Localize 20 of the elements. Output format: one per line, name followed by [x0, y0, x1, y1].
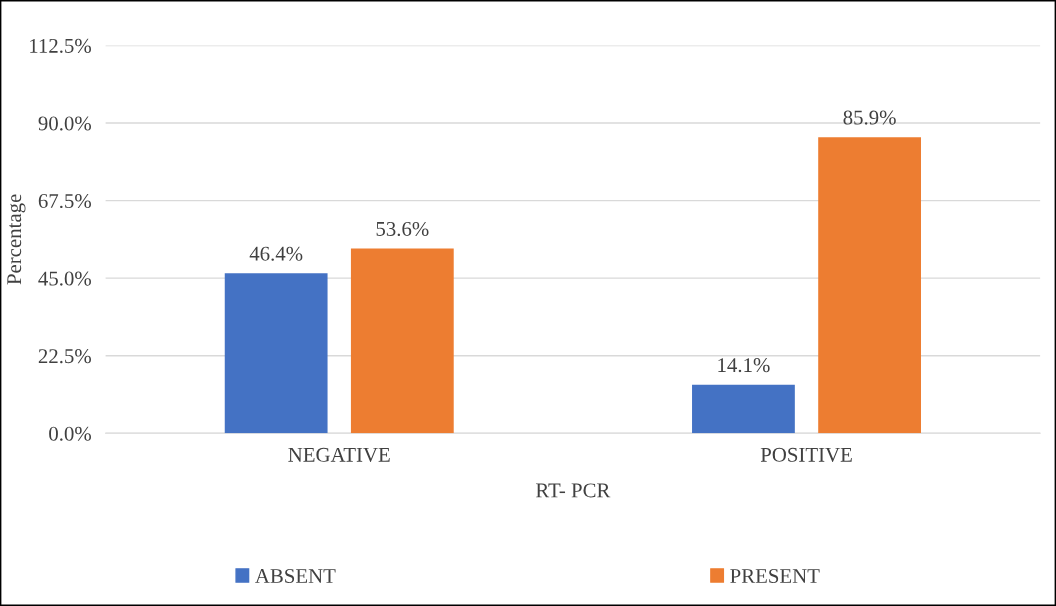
y-tick-label: 45.0% — [38, 271, 91, 286]
x-tick-label: NEGATIVE — [288, 447, 390, 462]
y-tick-label: 112.5% — [30, 38, 91, 53]
bar — [224, 273, 328, 434]
bar — [692, 384, 795, 434]
bar — [350, 248, 454, 434]
x-axis-title: RT- PCR — [535, 483, 611, 498]
data-label: 53.6% — [376, 221, 429, 237]
data-label: 14.1% — [718, 358, 770, 373]
bar — [818, 137, 921, 434]
y-axis-title: Percentage — [7, 194, 26, 285]
y-tick-label: 67.5% — [38, 193, 91, 209]
x-tick-label: POSITIVE — [760, 447, 852, 462]
data-label: 85.9% — [843, 110, 896, 125]
y-tick-label: 0.0% — [49, 426, 91, 441]
y-tick-label: 22.5% — [38, 349, 91, 364]
data-label: 46.4% — [249, 246, 303, 261]
legend-label: ABSENT — [255, 569, 336, 584]
y-tick-label: 90.0% — [38, 116, 91, 131]
legend-label: PRESENT — [730, 569, 820, 584]
